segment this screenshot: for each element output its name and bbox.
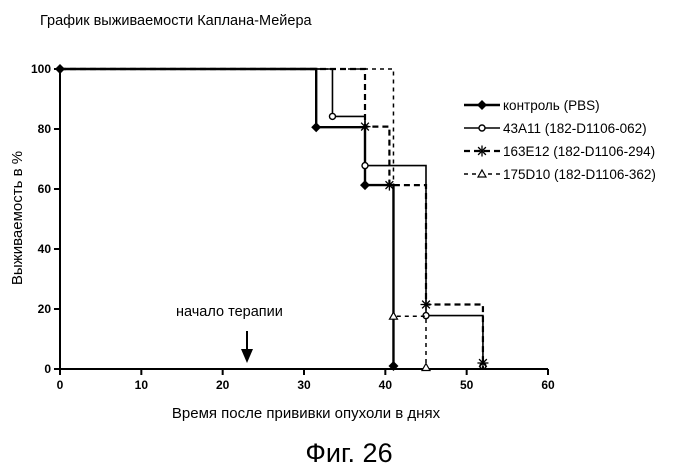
series-3 [60,67,489,369]
legend-item: 175D10 (182-D1106-362) [464,167,656,182]
y-tick-label: 0 [44,362,51,376]
asterisk-stroke [478,358,488,368]
chart-title: График выживаемости Каплана-Мейера [40,13,313,29]
legend-item: 43A11 (182-D1106-062) [464,121,647,136]
series-marker [388,310,399,320]
series-marker [420,362,432,372]
series-marker [477,357,489,369]
x-tick-label: 10 [135,378,149,392]
series-line [60,68,427,369]
series-line [60,68,484,369]
series-marker [360,180,370,191]
y-tick-label: 40 [38,242,52,256]
legend-label: 163E12 (182-D1106-294) [503,144,655,159]
x-axis-label: Время после прививки опухоли в днях [172,405,441,422]
series-marker [388,361,399,371]
series-marker [359,121,371,133]
series-line [60,67,485,369]
legend-label: 175D10 (182-D1106-362) [503,167,656,182]
series-marker [383,179,395,191]
legend-item: 163E12 (182-D1106-294) [464,144,655,159]
series-marker [311,122,322,133]
legend-label: контроль (PBS) [503,98,600,113]
series-line [60,67,395,369]
legend-swatch-marker [478,124,486,132]
legend-label: 43A11 (182-D1106-062) [503,121,647,136]
y-axis-label: Выживаемость в % [9,151,26,285]
x-tick-label: 0 [57,378,64,392]
legend-item: контроль (PBS) [464,98,600,113]
y-tick-label: 60 [38,182,52,196]
series-marker [328,112,337,121]
asterisk-stroke [421,300,431,309]
asterisk-stroke [385,180,394,190]
x-tick-label: 60 [541,378,555,392]
legend: контроль (PBS) 43A11 (182-D1106-062) 163E1… [464,98,656,182]
therapy-start-label: начало терапии [176,304,283,320]
x-tick-label: 20 [216,378,230,392]
x-tick-label: 50 [460,378,474,392]
y-tick-label: 100 [31,62,51,76]
legend-swatch-marker [476,168,488,178]
asterisk-stroke [477,146,487,156]
asterisk-stroke [360,122,370,131]
series-group [55,64,489,372]
legend-swatch-marker [477,100,487,110]
figure-caption: Фиг. 26 [305,438,392,468]
series-4 [60,68,432,372]
legend-swatch-marker [476,145,488,157]
plot-area: 0 10 20 30 40 50 60 0 20 40 60 80 100 [31,62,555,392]
series-1 [55,64,399,371]
x-tick-label: 40 [379,378,393,392]
x-tick-label: 30 [297,378,311,392]
y-tick-label: 80 [38,122,52,136]
series-marker [361,161,369,170]
therapy-annotation: начало терапии [176,304,283,363]
series-2 [60,68,487,370]
therapy-arrow-icon [241,349,253,363]
y-tick-label: 20 [38,302,52,316]
series-marker [420,299,432,310]
axis-ticks: 0 10 20 30 40 50 60 0 20 40 60 80 100 [31,62,555,392]
